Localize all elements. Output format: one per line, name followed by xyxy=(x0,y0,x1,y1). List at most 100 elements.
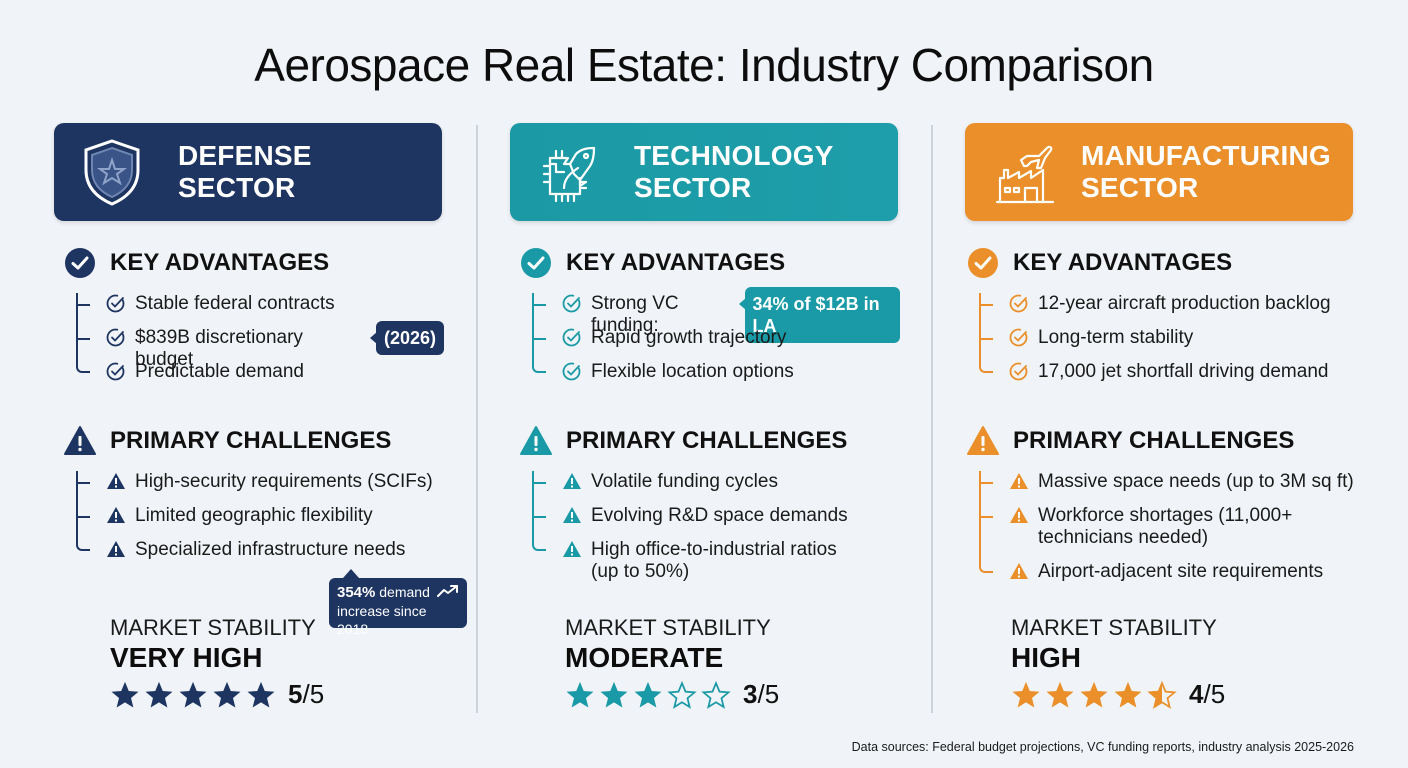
star-rating: 4/5 xyxy=(1011,679,1225,710)
list-item: Airport-adjacent site requirements xyxy=(979,551,1354,595)
check-outline-icon xyxy=(106,362,125,381)
list-item: High-security requirements (SCIFs) xyxy=(76,471,433,505)
stability-label: MARKET STABILITY xyxy=(110,615,316,640)
stability-value: HIGH xyxy=(1011,642,1081,673)
advantages-heading: KEY ADVANTAGES xyxy=(520,247,785,279)
stability-score: 3/5 xyxy=(743,679,780,709)
warning-small-icon xyxy=(563,507,581,523)
star-filled-icon xyxy=(1080,681,1108,707)
star-half-icon xyxy=(1147,680,1177,709)
star-filled-icon xyxy=(111,681,139,707)
list-item: Flexible location options xyxy=(532,351,900,395)
warning-icon xyxy=(64,426,96,455)
warning-small-icon xyxy=(107,541,125,557)
list-item: Evolving R&D space demands xyxy=(532,505,848,539)
check-outline-icon xyxy=(562,328,581,347)
check-circle-icon xyxy=(65,248,95,278)
star-empty-icon xyxy=(701,680,731,709)
advantages-heading: KEY ADVANTAGES xyxy=(64,247,329,279)
technology-header: TECHNOLOGY SECTOR xyxy=(510,123,898,221)
defense-column: DEFENSE SECTOR KEY ADVANTAGES Stable fed… xyxy=(54,123,467,723)
star-filled-icon xyxy=(179,681,207,707)
advantages-list: Strong VC funding: 34% of $12B in LA Rap… xyxy=(532,287,900,395)
stability-label: MARKET STABILITY xyxy=(1011,615,1217,640)
warning-small-icon xyxy=(1010,507,1028,523)
advantages-heading: KEY ADVANTAGES xyxy=(967,247,1232,279)
check-outline-icon xyxy=(106,328,125,347)
star-filled-icon xyxy=(600,681,628,707)
list-item: 17,000 jet shortfall driving demand xyxy=(979,351,1331,395)
list-item: Rapid growth trajectory xyxy=(532,327,900,361)
list-item: $839B discretionary budget (2026) xyxy=(76,321,444,370)
stability-score: 5/5 xyxy=(288,679,325,709)
column-divider xyxy=(931,125,933,713)
check-outline-icon xyxy=(1009,294,1028,313)
check-circle-icon xyxy=(968,248,998,278)
factory-plane-icon xyxy=(995,145,1055,204)
list-item: Predictable demand xyxy=(76,351,444,395)
trending-up-icon xyxy=(437,585,458,597)
challenges-heading: PRIMARY CHALLENGES xyxy=(967,425,1294,457)
star-filled-icon xyxy=(213,681,241,707)
data-sources-footnote: Data sources: Federal budget projections… xyxy=(851,740,1354,754)
check-outline-icon xyxy=(562,362,581,381)
star-filled-icon xyxy=(634,681,662,707)
challenges-list: High-security requirements (SCIFs) Limit… xyxy=(76,471,433,573)
list-item: Massive space needs (up to 3M sq ft) xyxy=(979,471,1354,505)
defense-header: DEFENSE SECTOR xyxy=(54,123,442,221)
check-outline-icon xyxy=(1009,328,1028,347)
check-circle-icon xyxy=(521,248,551,278)
list-item: 12-year aircraft production backlog xyxy=(979,293,1331,327)
star-filled-icon xyxy=(1046,681,1074,707)
list-item: Specialized infrastructure needs xyxy=(76,529,433,573)
check-outline-icon xyxy=(562,294,581,313)
list-item: Strong VC funding: 34% of $12B in LA xyxy=(532,287,900,343)
sector-title: MANUFACTURING SECTOR xyxy=(1081,140,1331,203)
star-filled-icon xyxy=(247,681,275,707)
list-item: Volatile funding cycles xyxy=(532,471,848,505)
demand-callout: 354% demand increase since 2018 xyxy=(329,569,467,637)
sector-title: DEFENSE SECTOR xyxy=(178,140,312,203)
challenges-list: Massive space needs (up to 3M sq ft) Wor… xyxy=(979,471,1354,595)
star-rating: 3/5 xyxy=(565,679,779,710)
check-outline-icon xyxy=(106,294,125,313)
stability-value: VERY HIGH xyxy=(110,642,263,673)
star-filled-icon xyxy=(1012,681,1040,707)
warning-small-icon xyxy=(1010,563,1028,579)
manufacturing-column: MANUFACTURING SECTOR KEY ADVANTAGES 12-y… xyxy=(965,123,1355,723)
challenges-list: Volatile funding cycles Evolving R&D spa… xyxy=(532,471,848,595)
page-title: Aerospace Real Estate: Industry Comparis… xyxy=(254,39,1154,91)
star-filled-icon xyxy=(145,681,173,707)
star-filled-icon xyxy=(1114,681,1142,707)
year-badge: (2026) xyxy=(369,321,444,355)
stability-value: MODERATE xyxy=(565,642,724,673)
list-item: Long-term stability xyxy=(979,327,1331,361)
list-item: Limited geographic flexibility xyxy=(76,505,433,539)
warning-small-icon xyxy=(563,541,581,557)
warning-icon xyxy=(520,426,552,455)
list-item: Stable federal contracts xyxy=(76,293,444,327)
advantages-list: Stable federal contracts $839B discretio… xyxy=(76,293,444,395)
challenges-heading: PRIMARY CHALLENGES xyxy=(520,425,847,457)
check-outline-icon xyxy=(1009,362,1028,381)
challenges-heading: PRIMARY CHALLENGES xyxy=(64,425,391,457)
column-divider xyxy=(476,125,478,713)
warning-small-icon xyxy=(563,473,581,489)
chip-rocket-icon xyxy=(542,146,596,203)
funding-badge: 34% of $12B in LA xyxy=(738,287,900,343)
manufacturing-header: MANUFACTURING SECTOR xyxy=(965,123,1353,221)
warning-icon xyxy=(967,426,999,455)
stability-label: MARKET STABILITY xyxy=(565,615,771,640)
list-item: Workforce shortages (11,000+ technicians … xyxy=(979,505,1354,561)
stability-score: 4/5 xyxy=(1189,679,1226,709)
technology-column: TECHNOLOGY SECTOR KEY ADVANTAGES Strong … xyxy=(510,123,900,723)
warning-small-icon xyxy=(107,473,125,489)
star-filled-icon xyxy=(566,681,594,707)
star-empty-icon xyxy=(667,680,697,709)
warning-small-icon xyxy=(107,507,125,523)
sector-title: TECHNOLOGY SECTOR xyxy=(634,140,834,203)
shield-star-icon xyxy=(84,139,140,206)
advantages-list: 12-year aircraft production backlog Long… xyxy=(979,293,1331,395)
star-rating: 5/5 xyxy=(110,679,324,710)
warning-small-icon xyxy=(1010,473,1028,489)
